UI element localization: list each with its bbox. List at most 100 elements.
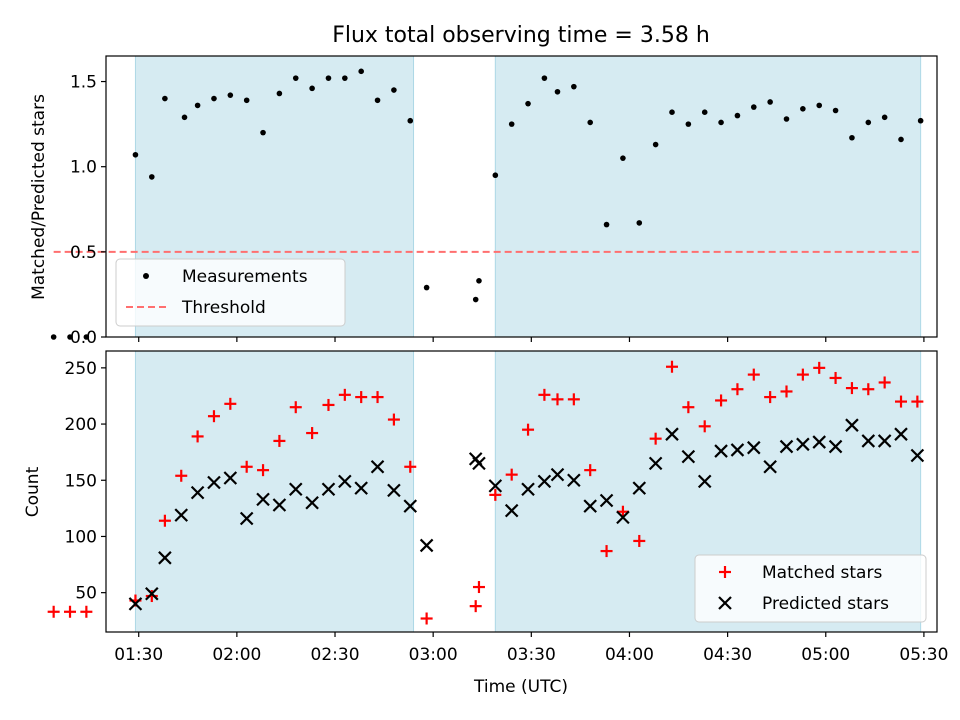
matched-star-point <box>649 432 662 445</box>
matched-star-point <box>813 361 826 374</box>
matched-star-point <box>289 401 302 414</box>
predicted-star-point <box>730 443 745 457</box>
predicted-star-point <box>599 493 614 508</box>
matched-star-point <box>207 410 220 423</box>
bottom-x-ticks: 01:30 02:00 02:30 03:00 03:30 04:00 04:30 05:00… <box>114 632 948 665</box>
matched-star-point <box>911 395 924 408</box>
bottom-legend: Matched stars Predicted stars <box>694 554 927 623</box>
y-tick-label: 100 <box>65 527 97 547</box>
measurement-point <box>276 90 283 97</box>
predicted-star-point <box>256 492 270 507</box>
predicted-legend-label: Predicted stars <box>762 594 889 614</box>
measurement-point <box>181 114 188 121</box>
x-tick-label: 02:30 <box>311 645 360 665</box>
matched-star-point <box>306 427 319 440</box>
measurement-point <box>652 141 659 148</box>
matched-star-point <box>567 393 580 406</box>
measurement-point <box>391 87 397 93</box>
y-tick-label: 0.5 <box>70 243 97 263</box>
measurement-point <box>50 334 57 340</box>
top-axes-frame <box>105 55 938 338</box>
x-tick-label: 05:00 <box>801 645 850 665</box>
top-panel: 0.0 0.5 1.0 1.5 Matched/Predicted stars Mea… <box>29 55 938 348</box>
measurement-point <box>260 129 266 136</box>
measurement-point <box>701 109 708 115</box>
predicted-star-point <box>338 474 352 489</box>
measurement-point <box>800 105 806 112</box>
matched-star-point <box>796 368 809 381</box>
measurement-point <box>849 134 855 141</box>
measurement-point <box>669 109 675 115</box>
top-legend: Measurements Threshold <box>115 258 346 327</box>
measurement-point <box>472 296 479 303</box>
measurement-point <box>162 95 168 102</box>
measurement-point <box>508 121 515 127</box>
measurement-point <box>718 119 724 126</box>
matched-star-point <box>224 397 237 410</box>
predicted-star-point <box>354 481 368 495</box>
matched-star-point <box>715 394 728 407</box>
matched-star-point <box>472 581 485 594</box>
predicted-star-point <box>305 495 319 510</box>
measurement-point <box>750 104 757 110</box>
measurement-point <box>227 92 234 98</box>
chart-title: Flux total observing time = 3.58 h <box>332 23 710 48</box>
measurement-point <box>492 172 499 179</box>
predicted-star-point <box>158 551 172 565</box>
matched-star-point <box>780 385 793 398</box>
bottom-panel: 01:30 02:00 02:30 03:00 03:30 04:00 04:30 05:00… <box>23 350 948 697</box>
predicted-star-point <box>616 510 630 525</box>
predicted-star-point <box>861 434 876 448</box>
predicted-star-point <box>403 499 418 513</box>
y-tick-label: 1.5 <box>70 73 97 93</box>
measurement-point <box>476 278 482 284</box>
predicted-star-point <box>567 473 581 488</box>
predicted-star-point <box>796 437 810 452</box>
matched-star-point <box>895 395 908 408</box>
predicted-star-point <box>174 508 189 522</box>
matched-star-point <box>420 612 433 625</box>
matched-star-point <box>404 460 417 473</box>
measurement-point <box>783 116 790 122</box>
measurement-point <box>67 334 73 340</box>
threshold-legend-label: Threshold <box>181 298 266 318</box>
matched-star-point <box>878 376 891 389</box>
measurement-point <box>917 117 924 124</box>
measurement-point <box>898 136 904 143</box>
predicted-star-point <box>419 538 434 553</box>
measurement-point <box>292 75 299 81</box>
matched-star-point <box>257 464 270 477</box>
matched-star-point <box>616 505 629 518</box>
predicted-star-point <box>812 435 826 449</box>
matched-star-point <box>862 383 875 396</box>
matched-legend-marker <box>719 566 731 578</box>
measurement-point <box>541 75 548 81</box>
bottom-y-axis-label: Count <box>23 466 43 517</box>
x-tick-label: 02:00 <box>212 645 261 665</box>
matched-star-point <box>469 600 482 613</box>
predicted-star-point <box>321 482 336 497</box>
predicted-star-point <box>747 440 761 455</box>
predicted-star-point <box>697 474 712 489</box>
matched-star-point <box>489 488 502 501</box>
bottom-y-ticks: 50 100 150 200 250 <box>65 359 106 604</box>
predicted-star-point <box>714 444 728 458</box>
predicted-star-point <box>370 459 385 474</box>
predicted-star-point <box>632 481 647 495</box>
matched-star-point <box>80 605 93 618</box>
measurement-point <box>83 334 90 340</box>
measurement-point <box>636 220 643 226</box>
predicted-star-point <box>550 467 565 482</box>
predicted-star-point <box>272 498 287 512</box>
y-tick-label: 200 <box>65 415 97 435</box>
measurement-point <box>374 97 381 104</box>
measurement-point <box>525 100 531 107</box>
measurement-point <box>832 107 839 114</box>
measurement-point <box>149 174 155 180</box>
matched-star-point <box>522 423 535 436</box>
measurement-point <box>132 151 139 158</box>
predicted-star-point <box>779 439 794 454</box>
predicted-star-point <box>521 482 535 497</box>
matched-star-point <box>371 391 384 404</box>
matched-star-point <box>600 545 613 558</box>
